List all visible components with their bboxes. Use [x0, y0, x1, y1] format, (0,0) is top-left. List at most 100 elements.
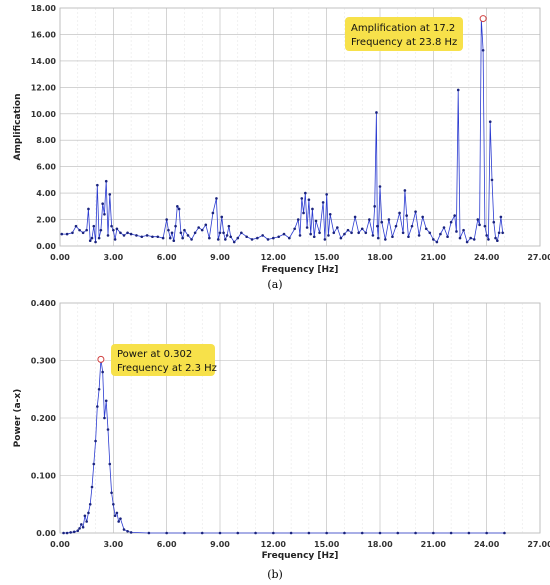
x-tick-label: 0.00 — [50, 253, 70, 262]
data-point — [220, 215, 224, 219]
data-point — [167, 228, 170, 232]
data-point — [256, 236, 259, 240]
data-point — [176, 205, 179, 208]
data-point — [147, 531, 151, 535]
data-point — [222, 231, 225, 235]
data-point — [328, 212, 332, 216]
data-point — [410, 224, 414, 228]
plot-area-a — [59, 7, 541, 247]
data-point — [119, 517, 122, 520]
data-point — [398, 211, 401, 215]
data-point — [435, 240, 439, 244]
data-point — [496, 239, 499, 243]
data-point — [371, 234, 375, 237]
data-point — [396, 531, 400, 535]
data-point — [254, 531, 257, 535]
y-tick-label: 0.00 — [36, 529, 56, 538]
x-axis-label-b: Frequency [Hz] — [262, 551, 339, 561]
annotation-box-b — [111, 344, 215, 376]
data-point — [492, 220, 496, 224]
annotation-line2-a: Frequency at 23.8 Hz — [351, 37, 457, 48]
data-point — [129, 232, 133, 236]
data-point — [417, 234, 421, 237]
data-point — [193, 231, 197, 235]
data-point — [272, 236, 275, 240]
y-tick-label: 0.100 — [31, 472, 57, 481]
data-point — [378, 531, 382, 535]
data-point — [245, 235, 248, 239]
data-point — [353, 215, 357, 219]
data-point — [186, 234, 190, 237]
data-point — [112, 502, 115, 506]
data-point — [129, 531, 133, 534]
y-tick-label: 18.00 — [31, 4, 57, 13]
x-tick-label: 18.00 — [367, 253, 393, 262]
data-point — [172, 239, 176, 243]
x-tick-label: 12.00 — [261, 540, 287, 549]
data-point — [108, 193, 112, 196]
data-point — [387, 218, 391, 221]
y-ticks-b: 0.00 0.100 0.200 0.300 0.400 — [31, 299, 57, 538]
annotation-b: Power at 0.302 Frequency at 2.3 Hz — [97, 344, 217, 376]
data-point — [494, 236, 497, 240]
data-point — [469, 236, 472, 240]
data-point — [487, 238, 490, 241]
data-point — [183, 531, 186, 535]
data-point — [78, 527, 81, 530]
data-point — [104, 179, 108, 183]
data-point — [96, 405, 99, 408]
data-point — [432, 238, 435, 241]
data-point — [92, 462, 96, 466]
data-point — [373, 205, 376, 208]
data-point — [168, 236, 172, 240]
x-tick-label: 9.00 — [210, 253, 230, 262]
data-point — [304, 191, 307, 195]
data-point — [414, 210, 417, 213]
data-point — [211, 211, 215, 215]
x-tick-label: 15.00 — [314, 540, 340, 549]
data-point — [442, 226, 446, 229]
data-point — [485, 234, 488, 237]
x-ticks-a: 0.00 3.00 6.00 9.00 12.00 15.00 18.00 21.00 24.0… — [50, 253, 550, 262]
data-point — [65, 232, 69, 236]
data-point — [289, 531, 293, 535]
data-point — [325, 193, 328, 196]
data-point — [88, 502, 92, 506]
data-point — [343, 232, 346, 236]
data-point — [407, 235, 410, 239]
data-point — [81, 231, 85, 235]
data-point — [401, 231, 405, 235]
data-point — [225, 234, 229, 237]
data-point — [481, 49, 485, 52]
data-point — [472, 238, 476, 241]
x-tick-label: 3.00 — [103, 540, 123, 549]
data-point — [99, 228, 103, 232]
data-point — [83, 514, 87, 518]
data-point — [305, 226, 309, 229]
data-point — [378, 185, 382, 188]
data-point — [360, 531, 364, 535]
x-tick-label: 27.00 — [527, 253, 550, 262]
series-points-b — [62, 358, 506, 535]
x-tick-label: 24.00 — [474, 540, 500, 549]
data-point — [140, 235, 144, 239]
data-point — [311, 207, 314, 211]
data-point — [346, 228, 350, 232]
data-point — [108, 462, 112, 466]
data-point — [309, 232, 312, 236]
data-point — [190, 238, 193, 241]
data-point — [232, 240, 236, 244]
data-point — [467, 531, 471, 535]
x-tick-label: 15.00 — [314, 253, 340, 262]
data-point — [375, 111, 378, 114]
data-point — [380, 220, 384, 224]
data-point — [403, 189, 407, 192]
data-point — [72, 530, 76, 534]
data-point — [177, 207, 181, 211]
data-point — [384, 238, 387, 241]
data-point — [302, 211, 305, 215]
data-point — [165, 218, 168, 221]
data-point — [307, 531, 311, 535]
data-point — [71, 231, 74, 235]
data-point — [60, 232, 64, 236]
